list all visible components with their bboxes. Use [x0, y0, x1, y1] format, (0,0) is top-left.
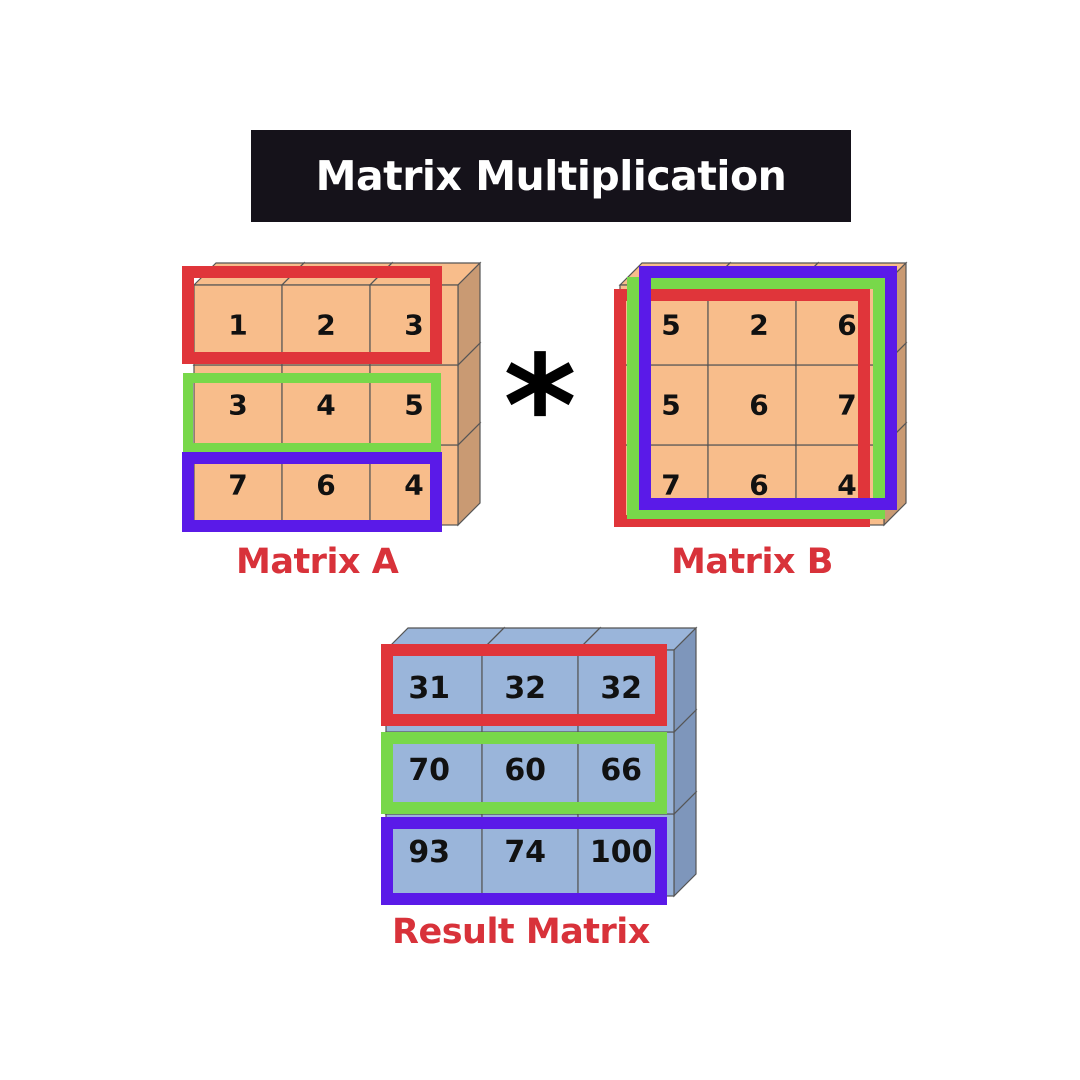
- matrix_b-value-r2c3: 7: [837, 389, 856, 422]
- matrix-a-grid: 1 2 3 3 4 5 7 6 4: [182, 261, 482, 532]
- result_matrix-value-r2c3: 66: [600, 753, 642, 788]
- matrix-b-red-highlight: [614, 289, 870, 527]
- matrix_b-value-r1c1: 5: [661, 309, 680, 342]
- matrix_b-value-r3c2: 6: [749, 469, 768, 502]
- matrix_b-value-r2c2: 6: [749, 389, 768, 422]
- result_matrix-value-r3c1: 93: [408, 835, 450, 870]
- result_matrix-value-r2c2: 60: [504, 753, 546, 788]
- matrix_a-value-r1c1: 1: [228, 309, 247, 342]
- result_matrix-value-r1c3: 32: [600, 671, 642, 706]
- matrix_a-value-r2c2: 4: [316, 389, 335, 422]
- result_matrix-value-r1c2: 32: [504, 671, 546, 706]
- matrix_b-value-r1c3: 6: [837, 309, 856, 342]
- matrix-b-purple-highlight: [639, 266, 897, 510]
- matrix_b-value-r2c1: 5: [661, 389, 680, 422]
- title-banner: Matrix Multiplication: [251, 130, 851, 222]
- result-row3-highlight: [381, 817, 667, 905]
- matrix-b-grid: 5 2 6 5 6 7 7 6 4: [614, 261, 908, 527]
- matrix_b-value-r3c1: 7: [661, 469, 680, 502]
- matrix_a-value-r3c1: 7: [228, 469, 247, 502]
- matrix-a-row3-highlight: [182, 452, 442, 532]
- result-matrix-label: Result Matrix: [392, 912, 650, 952]
- result-row2-highlight: [381, 732, 667, 814]
- matrix-a-row1-highlight: [182, 266, 442, 364]
- result_matrix-value-r3c3: 100: [590, 835, 653, 870]
- matrix_a-value-r2c3: 5: [404, 389, 423, 422]
- matrix-a-label: Matrix A: [236, 542, 399, 582]
- matrix_b-value-r3c3: 4: [837, 469, 856, 502]
- matrix_b-value-r1c2: 2: [749, 309, 768, 342]
- result_matrix-value-r3c2: 74: [504, 835, 546, 870]
- matrix_a-value-r2c1: 3: [228, 389, 247, 422]
- matrix_a-cell-r1c3: [368, 261, 482, 367]
- matrix-a-row2-highlight: [183, 373, 441, 453]
- diagram-title: Matrix Multiplication: [315, 152, 787, 200]
- result_matrix-value-r2c1: 70: [408, 753, 450, 788]
- matrix-b-green-highlight: [627, 277, 885, 519]
- result-matrix-grid: 31 32 32 70 60 66 93 74 100: [381, 626, 698, 905]
- matrix_a-value-r1c2: 2: [316, 309, 335, 342]
- matrix-b-label: Matrix B: [671, 542, 833, 582]
- multiply-operator: *: [503, 326, 577, 489]
- matrix_a-value-r3c2: 6: [316, 469, 335, 502]
- matrix_a-value-r3c3: 4: [404, 469, 423, 502]
- matrix_a-value-r1c3: 3: [404, 309, 423, 342]
- result-row1-highlight: [381, 644, 667, 726]
- result_matrix-value-r1c1: 31: [408, 671, 450, 706]
